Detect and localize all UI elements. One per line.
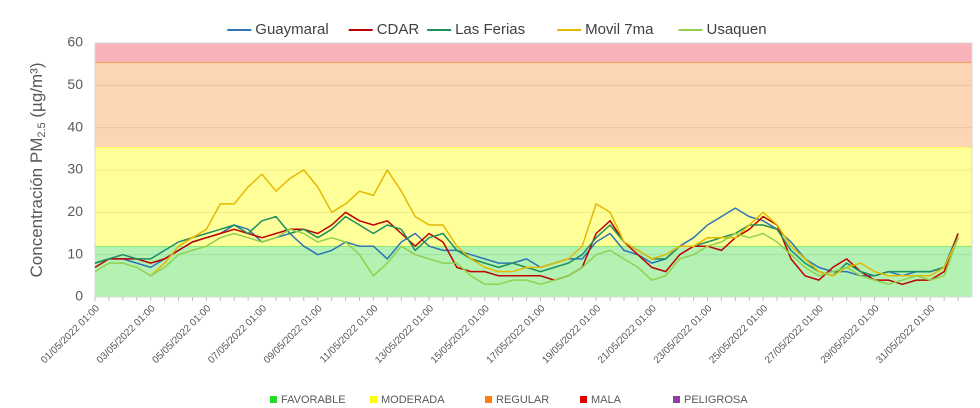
y-label-sub: 2.5	[36, 122, 48, 137]
y-tick-label: 40	[67, 118, 83, 134]
x-tick-label: 21/05/2022 01:00	[596, 303, 659, 366]
band-legend-label: MODERADA	[381, 394, 445, 406]
series-line	[94, 207, 959, 277]
band	[95, 62, 972, 148]
y-label-unit: (µg/m³)	[27, 63, 46, 123]
x-tick-label: 15/05/2022 01:00	[429, 303, 492, 366]
x-tick-label: 17/05/2022 01:00	[485, 303, 548, 366]
legend-label: Usaquen	[707, 21, 767, 38]
y-tick-label: 60	[67, 34, 83, 50]
x-tick-label: 09/05/2022 01:00	[262, 303, 325, 366]
y-tick-label: 0	[75, 288, 83, 304]
y-tick-label: 50	[67, 76, 83, 92]
x-tick-label: 29/05/2022 01:00	[819, 303, 882, 366]
y-label-main: Concentración PM	[27, 138, 46, 278]
x-tick-label: 03/05/2022 01:00	[95, 303, 158, 366]
y-axis-label: Concentración PM2.5 (µg/m³)	[27, 63, 47, 278]
x-tick-label: 13/05/2022 01:00	[373, 303, 436, 366]
x-tick-label: 25/05/2022 01:00	[707, 303, 770, 366]
legend-label: Guaymaral	[255, 21, 328, 38]
x-tick-label: 05/05/2022 01:00	[151, 303, 214, 366]
band-legend-label: MALA	[591, 394, 622, 406]
series-line	[94, 228, 959, 286]
band	[95, 43, 972, 63]
x-tick-label: 11/05/2022 01:00	[318, 303, 381, 366]
legend-label: CDAR	[377, 21, 420, 38]
x-tick-label: 19/05/2022 01:00	[540, 303, 603, 366]
y-tick-label: 10	[67, 245, 83, 261]
y-tick-label: 20	[67, 203, 83, 219]
x-tick-label: 31/05/2022 01:00	[874, 303, 937, 366]
x-tick-label: 01/05/2022 01:00	[39, 303, 102, 366]
x-tick-label: 23/05/2022 01:00	[652, 303, 715, 366]
band-legend-label: REGULAR	[496, 394, 549, 406]
x-tick-label: 07/05/2022 01:00	[206, 303, 269, 366]
legend-label: Movil 7ma	[585, 21, 654, 38]
y-tick-label: 30	[67, 161, 83, 177]
band-legend-swatch	[485, 396, 492, 403]
plot-frame	[94, 42, 973, 298]
series-line	[150, 169, 959, 277]
band-legend-swatch	[270, 396, 277, 403]
band-legend-swatch	[580, 396, 587, 403]
band-legend-swatch	[370, 396, 377, 403]
x-tick-label: 27/05/2022 01:00	[763, 303, 826, 366]
legend-label: Las Ferias	[455, 21, 525, 38]
band-legend-swatch	[673, 396, 680, 403]
band-legend-label: PELIGROSA	[684, 394, 748, 406]
band-legend-label: FAVORABLE	[281, 394, 346, 406]
band	[95, 246, 972, 297]
series-line	[94, 211, 959, 286]
